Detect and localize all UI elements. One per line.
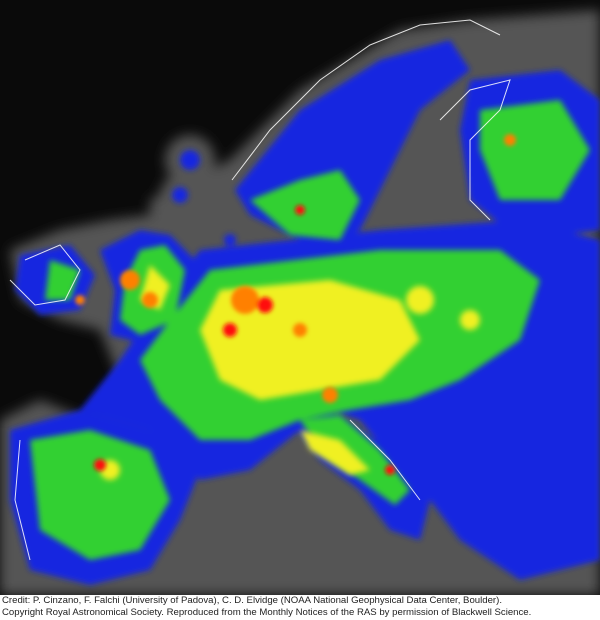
light-pollution-map xyxy=(0,0,600,595)
max-brightness-spots xyxy=(75,134,516,475)
copyright-line: Copyright Royal Astronomical Society. Re… xyxy=(2,606,532,618)
credit-caption: Credit: P. Cinzano, F. Falchi (Universit… xyxy=(2,595,600,618)
coastlines xyxy=(9,19,511,561)
credit-line: Credit: P. Cinzano, F. Falchi (Universit… xyxy=(2,595,502,606)
